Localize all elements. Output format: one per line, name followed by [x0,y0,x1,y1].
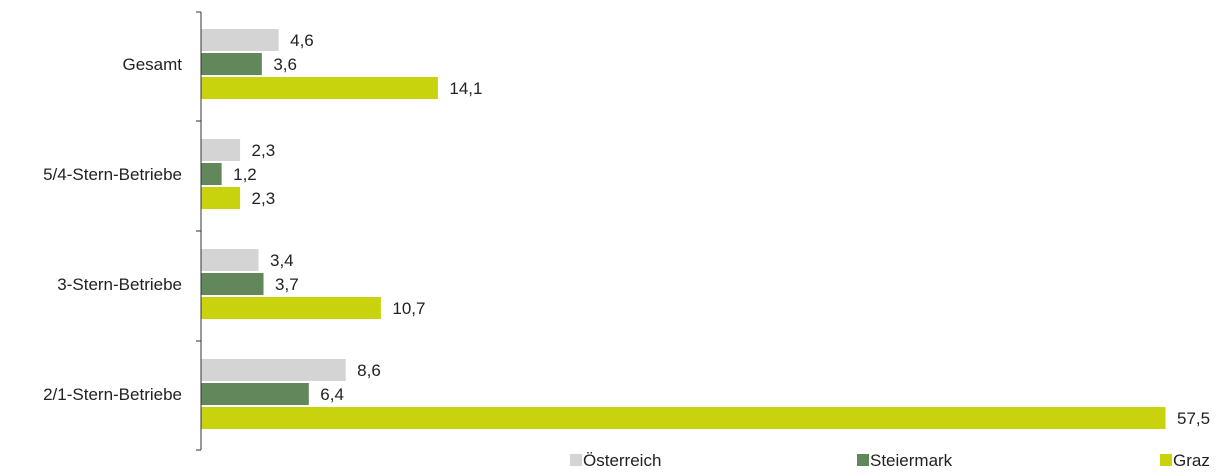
bar-steiermark-1 [201,163,222,185]
bar-steiermark-3 [201,383,309,405]
legend-swatch [857,454,869,466]
legend-swatch [570,454,582,466]
value-label: 4,6 [290,31,314,50]
bar-graz-1 [201,187,241,209]
category-label: 5/4-Stern-Betriebe [43,165,182,184]
category-label: 3-Stern-Betriebe [57,275,182,294]
value-label: 10,7 [392,299,425,318]
value-label: 57,5 [1177,409,1210,428]
category-label: Gesamt [122,55,182,74]
value-label: 3,6 [273,55,297,74]
category-label: 2/1-Stern-Betriebe [43,385,182,404]
bar--sterreich-2 [201,249,259,271]
bar-steiermark-0 [201,53,262,75]
value-label: 1,2 [233,165,257,184]
value-label: 2,3 [252,189,276,208]
bar--sterreich-3 [201,359,346,381]
legend-label: Steiermark [870,451,953,470]
bar-graz-3 [201,407,1166,429]
bar-graz-2 [201,297,381,319]
legend-label: Graz [1173,451,1210,470]
bar-graz-0 [201,77,438,99]
value-label: 8,6 [357,361,381,380]
legend-swatch [1160,454,1172,466]
value-label: 2,3 [252,141,276,160]
bar--sterreich-1 [201,139,241,161]
value-label: 3,7 [275,275,299,294]
bar-steiermark-2 [201,273,264,295]
bar--sterreich-0 [201,29,279,51]
value-label: 14,1 [449,79,482,98]
legend-label: Österreich [583,451,661,470]
value-label: 6,4 [320,385,344,404]
value-label: 3,4 [270,251,294,270]
